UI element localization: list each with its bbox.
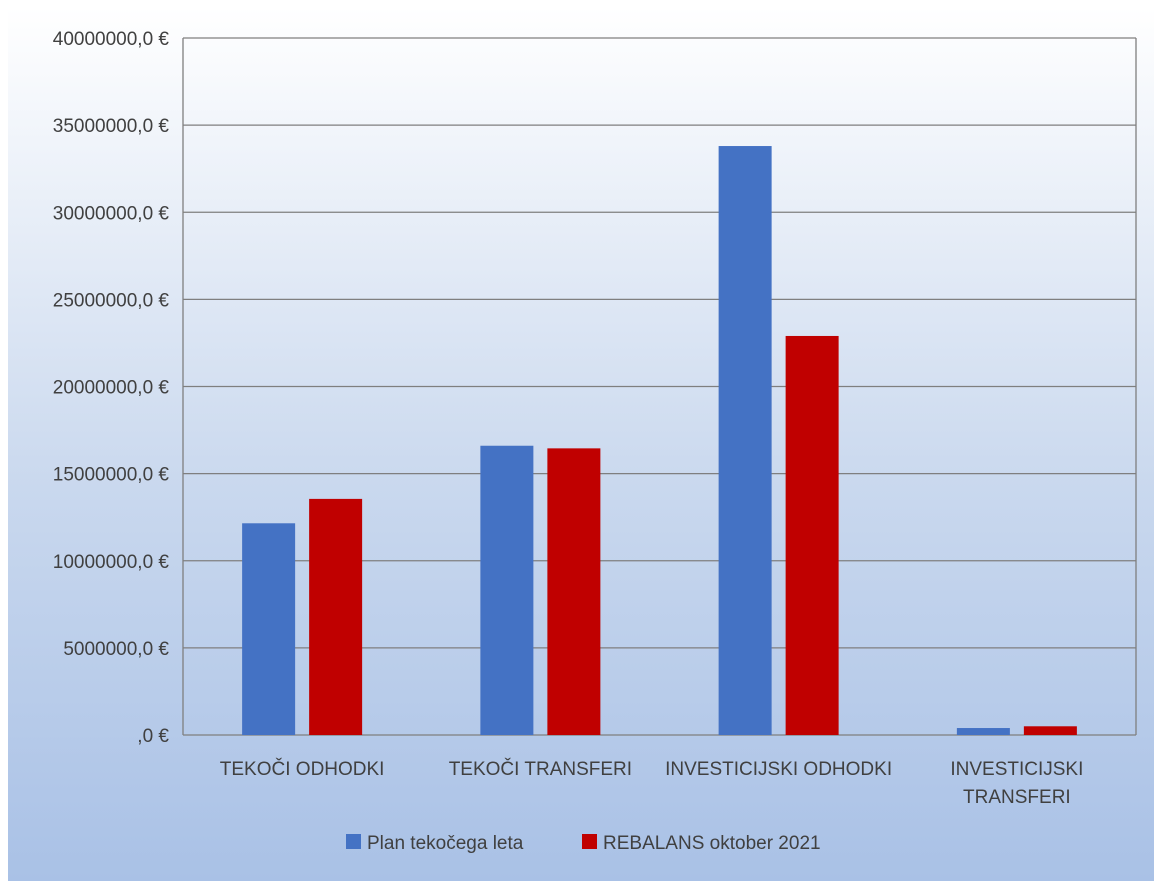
axes: [182, 38, 1137, 735]
bar-plan: [956, 728, 1010, 735]
y-tick-label: 10000000,0 €: [53, 552, 170, 573]
x-category-label: INVESTICIJSKI: [950, 759, 1083, 780]
x-category-label: INVESTICIJSKI ODHODKI: [665, 759, 892, 780]
bar-plan: [242, 523, 296, 735]
bar-rebalans: [1023, 726, 1077, 735]
bar-chart: ,0 € 5000000,0 € 10000000,0 € 15000000,0 € 2…: [53, 29, 1137, 854]
x-category-label: TEKOČI TRANSFERI: [449, 758, 632, 780]
y-tick-label: 40000000,0 €: [53, 29, 170, 50]
legend-swatch: [582, 834, 597, 849]
x-axis-category-labels: TEKOČI ODHODKI TEKOČI TRANSFERI INVESTICIJ…: [220, 758, 1084, 808]
y-tick-label: 25000000,0 €: [53, 290, 170, 311]
y-tick-label: 15000000,0 €: [53, 465, 170, 486]
bar-plan: [480, 445, 534, 735]
legend-swatch: [346, 834, 361, 849]
chart-area: ,0 € 5000000,0 € 10000000,0 € 15000000,0 € 2…: [8, 8, 1154, 881]
legend: Plan tekočega leta REBALANS oktober 2021: [346, 833, 821, 854]
legend-label: Plan tekočega leta: [367, 833, 524, 854]
y-tick-label: ,0 €: [137, 726, 169, 747]
y-tick-label: 5000000,0 €: [63, 639, 169, 660]
bar-plan: [718, 146, 772, 735]
legend-label: REBALANS oktober 2021: [603, 833, 821, 854]
y-tick-label: 35000000,0 €: [53, 116, 170, 137]
y-tick-label: 20000000,0 €: [53, 378, 170, 399]
bar-rebalans: [785, 335, 839, 735]
y-tick-label: 30000000,0 €: [53, 203, 170, 224]
bars: [242, 146, 1077, 735]
bar-rebalans: [547, 448, 601, 735]
bar-rebalans: [309, 498, 363, 735]
x-category-label: TRANSFERI: [963, 787, 1071, 808]
y-axis-tick-labels: ,0 € 5000000,0 € 10000000,0 € 15000000,0 € 2…: [53, 29, 170, 747]
x-category-label: TEKOČI ODHODKI: [220, 758, 385, 780]
